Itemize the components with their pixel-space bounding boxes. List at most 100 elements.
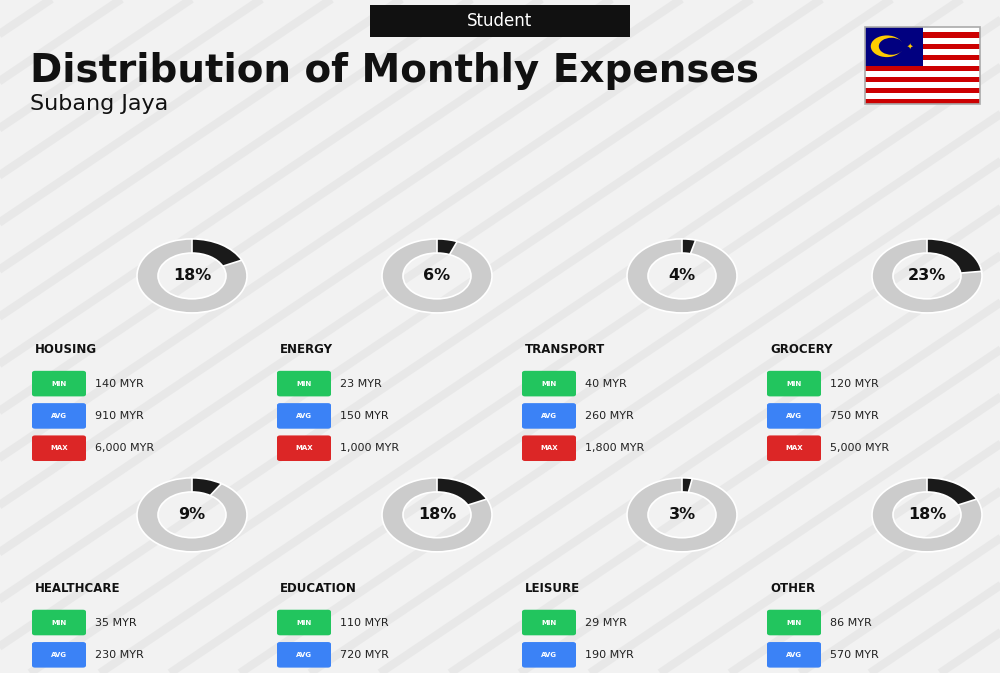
Wedge shape [927, 239, 982, 273]
Text: MIN: MIN [296, 620, 312, 625]
Wedge shape [382, 239, 492, 313]
Text: AVG: AVG [541, 652, 557, 658]
Text: 29 MYR: 29 MYR [585, 618, 627, 627]
Text: 120 MYR: 120 MYR [830, 379, 879, 388]
Text: MIN: MIN [541, 381, 557, 386]
Text: HEALTHCARE: HEALTHCARE [35, 582, 120, 596]
Text: 570 MYR: 570 MYR [830, 650, 879, 660]
Text: 23 MYR: 23 MYR [340, 379, 382, 388]
FancyBboxPatch shape [32, 403, 86, 429]
FancyBboxPatch shape [865, 38, 980, 44]
Text: TRANSPORT: TRANSPORT [525, 343, 605, 357]
Wedge shape [627, 239, 737, 313]
Text: 230 MYR: 230 MYR [95, 650, 144, 660]
Text: GROCERY: GROCERY [770, 343, 832, 357]
FancyBboxPatch shape [767, 371, 821, 396]
FancyBboxPatch shape [522, 642, 576, 668]
Text: 1,800 MYR: 1,800 MYR [585, 444, 644, 453]
FancyBboxPatch shape [277, 403, 331, 429]
FancyBboxPatch shape [32, 610, 86, 635]
Text: 6%: 6% [423, 269, 451, 283]
Text: MAX: MAX [540, 446, 558, 451]
Text: 260 MYR: 260 MYR [585, 411, 634, 421]
FancyBboxPatch shape [865, 27, 980, 32]
Text: MIN: MIN [51, 381, 67, 386]
Text: MIN: MIN [786, 381, 802, 386]
Wedge shape [927, 478, 977, 505]
Text: AVG: AVG [786, 413, 802, 419]
FancyBboxPatch shape [865, 55, 980, 60]
Text: MIN: MIN [51, 620, 67, 625]
Text: 3%: 3% [668, 507, 696, 522]
Wedge shape [871, 36, 903, 57]
FancyBboxPatch shape [865, 32, 980, 38]
Wedge shape [627, 478, 737, 552]
Text: 9%: 9% [178, 507, 206, 522]
FancyBboxPatch shape [865, 60, 980, 66]
Wedge shape [682, 239, 696, 254]
Wedge shape [682, 478, 692, 493]
FancyBboxPatch shape [865, 94, 980, 99]
FancyBboxPatch shape [32, 642, 86, 668]
Text: 18%: 18% [908, 507, 946, 522]
Text: 750 MYR: 750 MYR [830, 411, 879, 421]
FancyBboxPatch shape [767, 435, 821, 461]
Text: 18%: 18% [418, 507, 456, 522]
FancyBboxPatch shape [865, 77, 980, 82]
Wedge shape [137, 239, 247, 313]
Text: AVG: AVG [296, 652, 312, 658]
Wedge shape [192, 239, 242, 267]
Text: MIN: MIN [786, 620, 802, 625]
Text: 6,000 MYR: 6,000 MYR [95, 444, 154, 453]
Text: 40 MYR: 40 MYR [585, 379, 627, 388]
FancyBboxPatch shape [865, 87, 980, 94]
FancyBboxPatch shape [767, 610, 821, 635]
FancyBboxPatch shape [522, 435, 576, 461]
Text: 140 MYR: 140 MYR [95, 379, 144, 388]
FancyBboxPatch shape [522, 610, 576, 635]
FancyBboxPatch shape [865, 99, 980, 104]
Text: MAX: MAX [295, 446, 313, 451]
Wedge shape [437, 239, 457, 254]
FancyBboxPatch shape [32, 435, 86, 461]
Text: 910 MYR: 910 MYR [95, 411, 144, 421]
Text: AVG: AVG [51, 652, 67, 658]
Ellipse shape [879, 38, 904, 55]
Text: 1,000 MYR: 1,000 MYR [340, 444, 399, 453]
FancyBboxPatch shape [767, 642, 821, 668]
Text: 86 MYR: 86 MYR [830, 618, 872, 627]
Text: AVG: AVG [786, 652, 802, 658]
FancyBboxPatch shape [522, 371, 576, 396]
FancyBboxPatch shape [865, 82, 980, 87]
FancyBboxPatch shape [522, 403, 576, 429]
Text: 720 MYR: 720 MYR [340, 650, 389, 660]
Wedge shape [872, 239, 982, 313]
Text: AVG: AVG [541, 413, 557, 419]
FancyBboxPatch shape [277, 435, 331, 461]
Wedge shape [382, 478, 492, 552]
Text: 4%: 4% [668, 269, 696, 283]
Text: HOUSING: HOUSING [35, 343, 97, 357]
Wedge shape [437, 478, 487, 505]
Text: 5,000 MYR: 5,000 MYR [830, 444, 889, 453]
Text: LEISURE: LEISURE [525, 582, 580, 596]
Wedge shape [192, 478, 221, 495]
Text: 190 MYR: 190 MYR [585, 650, 634, 660]
Wedge shape [137, 478, 247, 552]
FancyBboxPatch shape [370, 5, 630, 37]
FancyBboxPatch shape [865, 66, 980, 71]
FancyBboxPatch shape [865, 71, 980, 77]
Text: MAX: MAX [785, 446, 803, 451]
Text: 23%: 23% [908, 269, 946, 283]
Text: Subang Jaya: Subang Jaya [30, 94, 168, 114]
FancyBboxPatch shape [277, 642, 331, 668]
Text: 110 MYR: 110 MYR [340, 618, 389, 627]
Text: 35 MYR: 35 MYR [95, 618, 137, 627]
FancyBboxPatch shape [865, 44, 980, 49]
FancyBboxPatch shape [865, 27, 922, 66]
Text: 150 MYR: 150 MYR [340, 411, 389, 421]
FancyBboxPatch shape [865, 49, 980, 55]
Text: OTHER: OTHER [770, 582, 815, 596]
FancyBboxPatch shape [277, 371, 331, 396]
Text: MAX: MAX [50, 446, 68, 451]
